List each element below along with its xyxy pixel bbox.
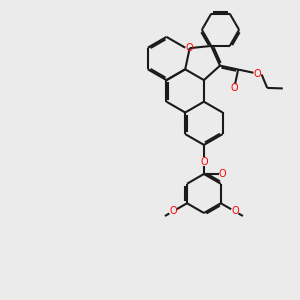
Text: O: O: [254, 69, 261, 79]
Text: O: O: [230, 83, 238, 93]
Text: O: O: [231, 206, 238, 216]
Text: O: O: [169, 206, 177, 216]
Text: O: O: [219, 169, 226, 179]
Text: O: O: [200, 157, 208, 167]
Text: O: O: [186, 43, 194, 53]
